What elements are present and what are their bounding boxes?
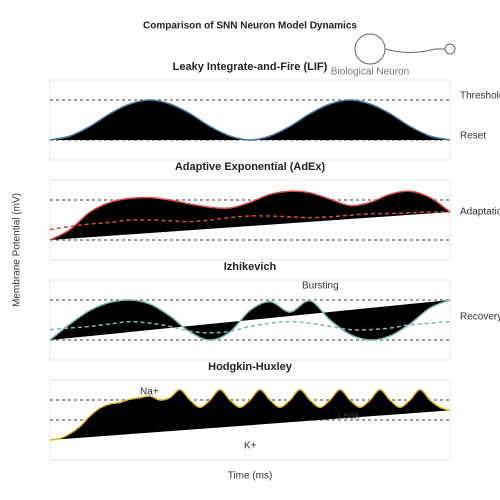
dashed-line [49,320,451,334]
terminal [444,43,456,55]
x-axis-label: Time (ms) [228,471,273,482]
panel-title: Izhikevich [224,261,277,273]
panel-title: Adaptive Exponential (AdEx) [175,161,326,173]
annotation: Threshold [460,91,500,102]
line [49,99,451,141]
panel-frame [49,79,451,161]
line [49,190,451,241]
annotation: Recovery [460,312,500,323]
annotation: Adaptation [460,207,500,218]
annotation: Na+ [140,387,159,398]
panel-title: Leaky Integrate-and-Fire (LIF) [173,61,328,73]
panel-frame [49,279,451,361]
annotation: K+ [244,441,257,452]
panel-frame [49,179,451,261]
annotation: Leak [338,411,361,422]
panel-title: Hodgkin-Huxley [208,361,293,373]
line [49,388,451,441]
chart-title: Comparison of SNN Neuron Model Dynamics [143,21,357,32]
annotation: Reset [460,131,486,142]
neuron-icon [354,33,456,65]
legend-label: Biological Neuron [331,67,409,78]
dashed-line [49,211,451,231]
y-axis-label: Membrane Potential (mV) [12,193,23,307]
axon [384,48,445,53]
annotation: Bursting [302,281,339,292]
